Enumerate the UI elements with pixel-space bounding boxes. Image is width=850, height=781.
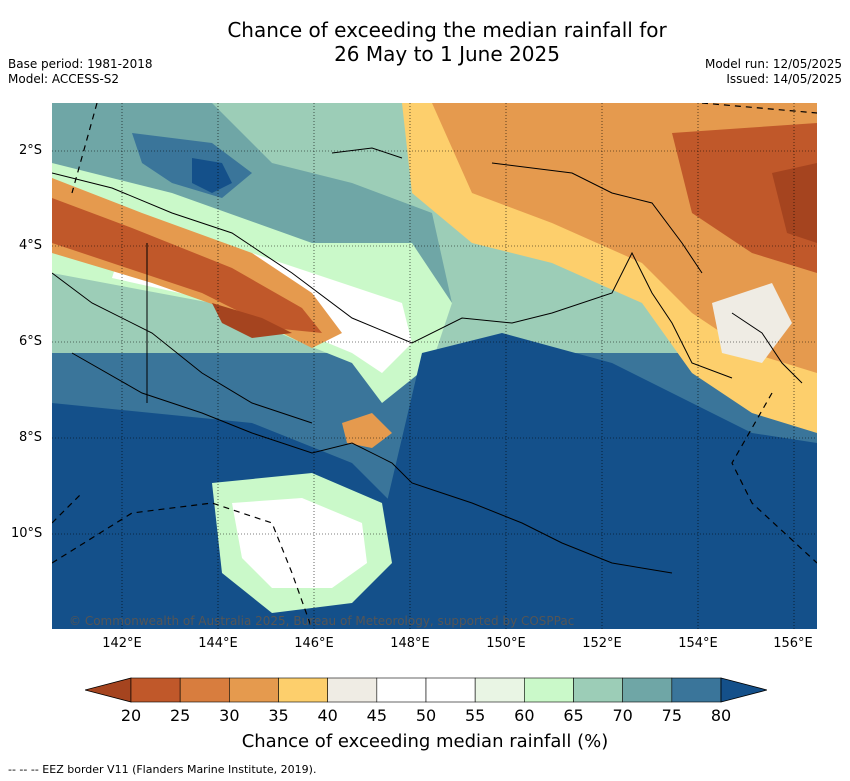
lon-label-148e: 148°E <box>390 636 430 651</box>
rainfall-map[interactable] <box>52 103 817 629</box>
zone-deep-blue-north-core <box>192 158 232 193</box>
zone-dry-spot <box>342 413 392 448</box>
zone-driest-northeast <box>772 163 817 243</box>
zone-neutral-east <box>712 283 792 363</box>
lon-label-150e: 150°E <box>486 636 526 651</box>
lat-label-6s: 6°S <box>19 334 43 349</box>
colorbar-tick-label: 35 <box>268 706 289 725</box>
colorbar-title: Chance of exceeding median rainfall (%) <box>241 731 609 752</box>
lat-label-4s: 4°S <box>19 238 43 253</box>
colorbar-tick-label: 50 <box>415 706 437 725</box>
eez-borders <box>52 103 817 629</box>
colorbar-tick-label: 30 <box>219 706 240 725</box>
lon-label-152e: 152°E <box>582 636 622 651</box>
model-run: Model run: 12/05/2025 <box>704 57 842 71</box>
colorbar <box>85 677 767 703</box>
colorbar-tick-label: 80 <box>710 706 732 725</box>
lon-label-146e: 146°E <box>294 636 334 651</box>
lon-label-142e: 142°E <box>102 636 142 651</box>
lon-label-154e: 154°E <box>678 636 718 651</box>
lat-label-8s: 8°S <box>19 430 43 445</box>
title-line-1: Chance of exceeding the median rainfall … <box>227 18 667 42</box>
colorbar-arrow-high <box>720 677 767 703</box>
zone-wet-south <box>382 333 817 629</box>
lat-label-10s: 10°S <box>11 526 43 541</box>
colorbar-cell <box>327 677 378 703</box>
colorbar-cell <box>229 677 279 703</box>
lon-label-156e: 156°E <box>773 636 813 651</box>
colorbar-cell <box>376 677 427 703</box>
colorbar-cell <box>278 677 328 703</box>
lat-label-2s: 2°S <box>19 143 43 158</box>
colorbar-tick-label: 75 <box>661 706 683 725</box>
colorbar-cell <box>130 677 181 703</box>
meta-right: Model run: 12/05/2025 Issued: 14/05/2025 <box>705 57 842 87</box>
colorbar-cell <box>425 677 476 703</box>
colorbar-cell <box>573 677 623 703</box>
coastlines <box>52 147 803 574</box>
zone-dry-west-core <box>52 198 322 333</box>
colorbar-tick-label: 55 <box>464 706 486 725</box>
lon-label-144e: 144°E <box>198 636 238 651</box>
eez-legend: -- -- -- EEZ border V11 (Flanders Marine… <box>8 763 317 776</box>
colorbar-cell <box>622 677 673 703</box>
map-canvas <box>52 103 817 629</box>
colorbar-tick-label: 25 <box>169 706 191 725</box>
issued-date: Issued: 14/05/2025 <box>726 72 842 86</box>
colorbar-tick-label: 45 <box>366 706 388 725</box>
colorbar-cell <box>179 677 230 703</box>
zone-driest-west <box>212 303 292 338</box>
base-period: Base period: 1981-2018 <box>8 57 153 71</box>
chart-title: Chance of exceeding the median rainfall … <box>0 18 850 66</box>
colorbar-tick-label: 20 <box>120 706 142 725</box>
colorbar-cell <box>474 677 525 703</box>
colorbar-arrow-low <box>85 677 132 703</box>
colorbar-cell <box>671 677 722 703</box>
graticule <box>52 103 817 629</box>
colorbar-tick-label: 65 <box>563 706 584 725</box>
copyright-note: © Commonwealth of Australia 2025, Bureau… <box>69 614 575 628</box>
title-line-2: 26 May to 1 June 2025 <box>334 42 560 66</box>
model-name: Model: ACCESS-S2 <box>8 72 120 86</box>
colorbar-tick-label: 60 <box>514 706 535 725</box>
zone-dry-northeast-core <box>672 123 817 273</box>
colorbar-tick-label: 70 <box>612 706 633 725</box>
colorbar-tick-label: 40 <box>317 706 338 725</box>
meta-left: Base period: 1981-2018 Model: ACCESS-S2 <box>8 57 153 87</box>
colorbar-cell <box>524 677 574 703</box>
